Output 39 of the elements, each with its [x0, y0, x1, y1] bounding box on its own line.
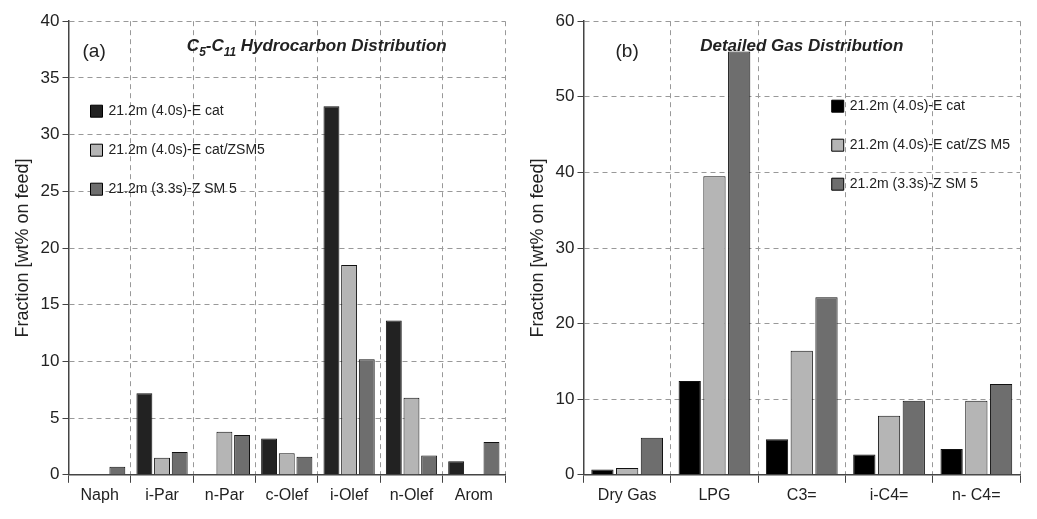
legend-label: 21.2m (4.0s)-E cat: [849, 97, 965, 114]
y-tick-label: 30: [40, 124, 60, 144]
y-tick-label: 20: [40, 237, 60, 257]
x-tick-label: n- C4=: [952, 485, 1001, 503]
y-tick-label: 30: [555, 237, 575, 257]
annotation: (b): [615, 40, 639, 62]
y-tick-label: 60: [555, 10, 575, 30]
y-tick-label: 20: [555, 313, 575, 333]
y-tick-label: 0: [565, 464, 575, 484]
y-tick-label: 5: [50, 407, 60, 427]
legend-label: 21.2m (3.3s)-Z SM 5: [108, 180, 238, 197]
y-tick-label: 10: [40, 351, 60, 371]
x-tick-label: i-C4=: [869, 485, 909, 503]
x-tick-label: i-Par: [145, 485, 180, 503]
x-tick-label: Arom: [454, 485, 493, 503]
y-tick-label: 15: [40, 294, 60, 314]
y-tick-label: 10: [555, 388, 575, 408]
x-tick-label: n-Par: [204, 485, 245, 503]
legend-label: 21.2m (4.0s)-E cat: [108, 102, 224, 119]
y-tick-label: 0: [50, 464, 60, 484]
x-tick-label: n-Olef: [389, 485, 434, 503]
y-axis-title: Fraction [wt% on feed]: [11, 158, 32, 338]
x-tick-label: LPG: [698, 485, 731, 503]
x-tick-label: C3=: [786, 485, 817, 503]
x-tick-label: Naph: [80, 485, 119, 503]
legend-label: 21.2m (4.0s)-E cat/ZS M5: [849, 136, 1011, 153]
x-tick-label: c-Olef: [265, 485, 309, 503]
legend-label: 21.2m (4.0s)-E cat/ZSM5: [108, 141, 266, 158]
y-tick-label: 40: [40, 10, 60, 30]
annotation: (a): [82, 40, 106, 62]
y-tick-label: 25: [40, 180, 60, 200]
y-tick-label: 50: [555, 86, 575, 106]
y-axis-title: Fraction [wt% on feed]: [526, 158, 547, 338]
x-tick-label: Dry Gas: [597, 485, 657, 503]
y-tick-label: 35: [40, 67, 60, 87]
legend-label: 21.2m (3.3s)-Z SM 5: [849, 175, 979, 192]
y-tick-label: 40: [555, 162, 575, 182]
text: Detailed Gas Distribution: [700, 36, 904, 56]
x-tick-label: i-Olef: [329, 485, 369, 503]
